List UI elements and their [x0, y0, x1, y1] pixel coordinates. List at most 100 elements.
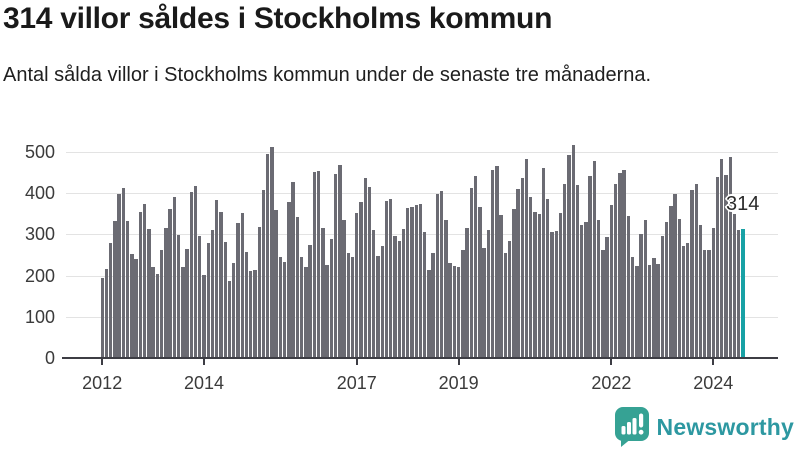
bar — [686, 242, 690, 358]
bar — [588, 176, 592, 358]
bar — [257, 226, 261, 358]
bar — [151, 266, 155, 358]
brand-name: Newsworthy — [656, 413, 794, 440]
bar — [737, 230, 741, 358]
bar — [198, 235, 202, 358]
latest-value-label: 314 — [726, 193, 760, 215]
bar — [325, 264, 329, 358]
bar — [609, 205, 614, 358]
bar — [278, 256, 283, 358]
bar — [439, 190, 444, 358]
bar — [558, 212, 563, 358]
bar — [253, 269, 257, 358]
y-tick-label-500: 500 — [24, 142, 55, 162]
bar — [690, 190, 694, 358]
bar — [338, 164, 342, 358]
bar — [482, 248, 486, 358]
bar — [244, 251, 249, 358]
bar — [703, 250, 707, 358]
bar — [584, 221, 588, 358]
bar — [461, 250, 465, 358]
bar — [652, 258, 656, 358]
bar — [155, 274, 160, 358]
bar — [367, 187, 372, 358]
bar — [406, 208, 410, 358]
bar — [359, 201, 363, 358]
bar — [210, 229, 215, 358]
bar — [520, 177, 524, 358]
y-tick-label-200: 200 — [24, 265, 55, 286]
bar — [694, 183, 698, 358]
bar — [232, 263, 236, 358]
bar — [673, 194, 677, 358]
brand-footer: Newsworthy — [614, 407, 794, 447]
bar — [329, 239, 334, 358]
bar — [159, 250, 164, 358]
bar — [541, 168, 546, 358]
x-tick-2012 — [101, 359, 104, 365]
bar — [134, 259, 138, 358]
y-tick-label-400: 400 — [24, 183, 55, 204]
bar — [427, 269, 431, 358]
bar — [193, 186, 198, 358]
bar — [465, 228, 469, 358]
bar — [507, 241, 512, 358]
bar — [626, 216, 631, 358]
bar — [304, 266, 308, 358]
bar — [363, 177, 367, 358]
x-tick-2014 — [203, 359, 206, 365]
bar — [372, 229, 376, 358]
bar — [647, 264, 652, 358]
bar — [384, 201, 389, 358]
bar — [715, 176, 720, 358]
bar — [117, 194, 121, 358]
bar — [516, 188, 520, 358]
bar — [639, 234, 643, 358]
x-tick-label-2022: 2022 — [591, 373, 632, 393]
bar — [681, 246, 686, 358]
bar — [656, 264, 660, 358]
y-tick-label-100: 100 — [24, 306, 55, 327]
bar — [125, 221, 130, 358]
bar — [720, 158, 724, 358]
bar-latest-highlight — [741, 228, 745, 358]
bar — [728, 157, 732, 358]
bar — [270, 146, 274, 358]
x-tick-label-2017: 2017 — [336, 373, 377, 393]
bar — [707, 250, 711, 358]
bar — [380, 245, 384, 358]
bar — [299, 256, 304, 358]
bar — [130, 253, 134, 358]
bar — [660, 236, 665, 358]
bar — [287, 201, 291, 358]
bar — [308, 245, 312, 358]
bar — [473, 176, 478, 358]
bar — [321, 228, 325, 358]
bar — [138, 211, 143, 358]
bar — [265, 154, 270, 358]
bar — [444, 219, 448, 358]
bar — [732, 214, 737, 358]
bar — [669, 205, 673, 358]
bar — [630, 257, 635, 358]
bar — [240, 213, 244, 358]
newsworthy-logo-icon — [614, 407, 649, 447]
bar — [546, 198, 550, 358]
bar — [635, 265, 639, 358]
page-title: 314 villor såldes i Stockholms kommun — [3, 2, 553, 35]
bar — [168, 208, 172, 358]
bar — [291, 182, 295, 358]
bar — [448, 263, 452, 358]
x-tick-2017 — [355, 359, 358, 365]
bar — [724, 175, 728, 358]
bar — [571, 144, 575, 358]
bar — [142, 204, 147, 358]
bar — [261, 190, 266, 358]
bar — [113, 221, 117, 358]
bar — [664, 221, 669, 358]
bar — [499, 215, 503, 358]
bar — [503, 252, 507, 358]
bar — [495, 166, 499, 358]
bar — [418, 203, 423, 358]
x-tick-2024 — [712, 359, 715, 365]
